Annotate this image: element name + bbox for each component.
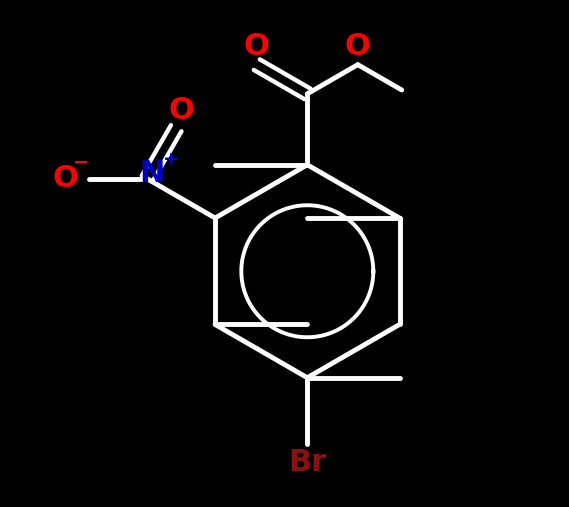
Text: O: O	[244, 32, 270, 61]
Text: O: O	[345, 32, 371, 61]
Text: −: −	[73, 153, 89, 172]
Text: O: O	[53, 164, 79, 193]
Text: Br: Br	[288, 448, 327, 478]
Text: +: +	[163, 150, 180, 169]
Text: N: N	[139, 159, 165, 188]
Text: O: O	[168, 96, 194, 125]
